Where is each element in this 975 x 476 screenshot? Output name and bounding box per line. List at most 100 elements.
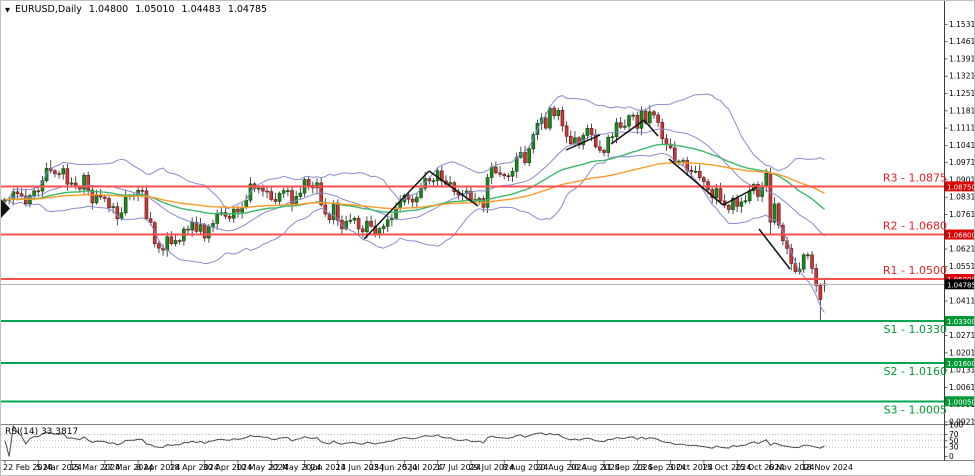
candle-body <box>215 213 219 224</box>
candle-body <box>568 135 573 144</box>
candle <box>69 177 74 186</box>
candle <box>739 197 744 214</box>
candle <box>697 164 702 181</box>
candle-body <box>677 160 681 163</box>
price-badge-text: 1.06800 <box>947 232 975 240</box>
left-arrow-marker[interactable] <box>1 199 10 218</box>
x-axis-date-label: 25 Jun 2024 <box>369 463 417 472</box>
x-axis-date-label: 8 Aug 2024 <box>502 463 548 472</box>
x-axis-date-label: 18 Nov 2024 <box>802 463 853 472</box>
rsi-axis-label: 30 <box>949 443 959 452</box>
candle <box>623 119 627 131</box>
resistance-label-R3: R3 - 1.0875 <box>883 171 947 184</box>
candle-body <box>94 195 99 204</box>
candle <box>660 118 665 145</box>
candle-body <box>806 254 810 257</box>
candle <box>564 121 569 143</box>
candle-body <box>548 107 552 129</box>
candle-body <box>277 192 282 202</box>
candle <box>635 111 640 135</box>
candle-body <box>514 156 519 172</box>
candle-body <box>697 171 702 179</box>
candle-body <box>423 178 427 189</box>
trendline[interactable] <box>758 228 791 270</box>
price-badge-S2: 1.01600 <box>945 357 974 368</box>
price-badge-R3: 1.08750 <box>945 181 974 192</box>
symbol-dropdown-icon[interactable]: ▼ <box>5 5 10 14</box>
candle <box>810 251 814 275</box>
support-label-S2: S2 - 1.0160 <box>884 365 947 378</box>
candle <box>652 110 656 119</box>
y-axis-label: 1.11110 <box>949 124 975 133</box>
candle <box>801 253 806 273</box>
candle <box>702 176 706 186</box>
candle-body <box>727 205 731 210</box>
x-axis-date-label: 27 Mar 2024 <box>103 463 154 472</box>
y-axis-label: 1.09010 <box>949 175 975 184</box>
trendline[interactable] <box>428 170 479 207</box>
candle <box>647 105 652 126</box>
y-axis-label: 1.02710 <box>949 331 975 340</box>
support-label-S1: S1 - 1.0330 <box>884 323 947 336</box>
candle-body <box>306 179 311 186</box>
candle <box>273 192 278 205</box>
x-axis-date-label: 17 Jul 2024 <box>436 463 481 472</box>
chart-title: ▼ EURUSD,Daily 1.04800 1.05010 1.04483 1… <box>5 4 267 15</box>
candle <box>502 172 507 180</box>
candle-body <box>585 128 590 136</box>
candle <box>731 195 735 215</box>
price-badge-R2: 1.06800 <box>945 229 975 240</box>
price-badge-text: 1.04785 <box>947 281 975 289</box>
candle-body <box>165 236 170 251</box>
y-axis-label: 1.15310 <box>949 20 975 29</box>
candle <box>822 278 827 292</box>
candle <box>219 206 224 217</box>
trendline[interactable] <box>722 186 758 206</box>
trendline[interactable] <box>610 119 645 145</box>
candle-body <box>261 187 265 192</box>
candle-body <box>564 125 569 137</box>
trendline[interactable] <box>363 170 430 240</box>
candle-body <box>448 182 452 185</box>
candle <box>352 216 357 224</box>
candle-body <box>319 182 323 206</box>
x-axis-date-label: 5 Mar 2024 <box>36 463 82 472</box>
candle-body <box>111 206 115 208</box>
ma-slow-line <box>5 162 825 210</box>
y-axis-label: 0.99210 <box>949 418 975 427</box>
trendline[interactable] <box>643 119 659 137</box>
candle <box>681 157 685 166</box>
candle <box>182 226 186 246</box>
candle-body <box>82 174 86 190</box>
price-badge-S3: 1.00050 <box>945 396 974 407</box>
candle <box>207 223 211 243</box>
candle-body <box>281 190 286 194</box>
candle <box>107 195 111 213</box>
candle <box>265 186 269 199</box>
candle-body <box>394 207 398 219</box>
rsi-axis-label: 70 <box>949 430 959 439</box>
candle <box>28 193 32 208</box>
trendline[interactable] <box>668 158 724 206</box>
trendline[interactable] <box>565 134 601 151</box>
y-axis-label: 1.09710 <box>949 158 975 167</box>
candle <box>527 147 531 167</box>
candle <box>689 165 694 179</box>
y-axis-label: 1.07610 <box>949 210 975 219</box>
candle-body <box>664 138 669 145</box>
candle <box>169 231 174 246</box>
candle-body <box>123 196 128 214</box>
candle <box>531 131 536 154</box>
candle-body <box>190 221 194 231</box>
candle-body <box>776 203 781 226</box>
candle <box>548 105 552 131</box>
x-axis-date-label: 30 Aug 2024 <box>569 463 620 472</box>
candle-body <box>768 172 773 223</box>
x-axis-date-label: 15 Mar 2024 <box>70 463 121 472</box>
candle <box>410 195 415 208</box>
y-axis-label: 1.02010 <box>949 348 975 357</box>
candle-body <box>194 221 199 232</box>
candle <box>298 186 303 200</box>
y-axis-label: 1.12510 <box>949 89 975 98</box>
candle-body <box>556 109 561 117</box>
